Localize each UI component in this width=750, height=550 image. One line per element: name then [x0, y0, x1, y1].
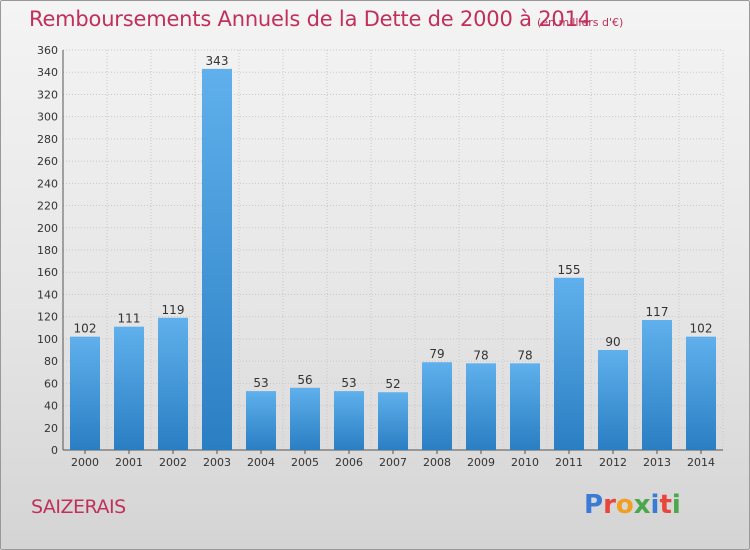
bar-value-label: 53 [341, 376, 356, 390]
y-tick-label: 100 [37, 333, 58, 346]
y-tick-label: 340 [37, 66, 58, 79]
y-tick-label: 160 [37, 266, 58, 279]
bar-value-label: 102 [74, 322, 97, 336]
town-name: SAIZERAIS [31, 496, 126, 518]
bar-value-label: 52 [385, 377, 400, 391]
y-tick-label: 140 [37, 288, 58, 301]
x-tick-label: 2004 [247, 456, 275, 469]
bar-value-label: 78 [473, 348, 488, 362]
logo-letter: o [615, 490, 634, 520]
y-tick-label: 260 [37, 155, 58, 168]
x-tick-label: 2005 [291, 456, 319, 469]
y-tick-label: 80 [44, 355, 58, 368]
logo-letter: i [671, 490, 681, 520]
bar [422, 362, 452, 450]
y-tick-label: 280 [37, 133, 58, 146]
logo-letter: x [633, 490, 651, 520]
bar-value-label: 102 [690, 322, 713, 336]
y-tick-label: 60 [44, 377, 58, 390]
bar-value-label: 119 [162, 303, 185, 317]
x-tick-label: 2010 [511, 456, 539, 469]
bar [510, 363, 540, 450]
x-tick-label: 2011 [555, 456, 583, 469]
labels: 0 20 40 60 80 100 120 140 160 180 200 220 240 260 280 3… [37, 44, 715, 469]
bar [246, 391, 276, 450]
x-tick-label: 2013 [643, 456, 671, 469]
bar-value-label: 111 [118, 312, 141, 326]
chart-title: Remboursements Annuels de la Dette de 20… [29, 7, 591, 31]
bar [598, 350, 628, 450]
logo-letter: P [584, 490, 604, 520]
chart-subtitle: (en milliers d'€) [537, 16, 624, 29]
x-tick-label: 2009 [467, 456, 495, 469]
y-tick-label: 120 [37, 311, 58, 324]
bar [378, 392, 408, 450]
bar [686, 336, 716, 450]
x-tick-label: 2012 [599, 456, 627, 469]
bar [466, 363, 496, 450]
y-tick-label: 40 [44, 400, 58, 413]
bar-value-label: 117 [646, 305, 669, 319]
y-tick-label: 300 [37, 111, 58, 124]
bar-value-label: 79 [429, 347, 444, 361]
x-tick-label: 2003 [203, 456, 231, 469]
x-tick-label: 2002 [159, 456, 187, 469]
bar [158, 317, 188, 450]
bar [554, 277, 584, 450]
bar-value-label: 90 [605, 335, 620, 349]
bar [202, 68, 232, 450]
bar [114, 326, 144, 450]
logo-letter: i [650, 490, 660, 520]
bar-value-label: 53 [253, 376, 268, 390]
proxiti-logo: Proxiti [584, 490, 681, 520]
y-tick-label: 220 [37, 200, 58, 213]
x-tick-label: 2014 [687, 456, 715, 469]
bar-value-label: 343 [206, 54, 229, 68]
y-tick-label: 320 [37, 88, 58, 101]
y-tick-label: 20 [44, 422, 58, 435]
bar [642, 320, 672, 450]
y-tick-label: 240 [37, 177, 58, 190]
y-tick-label: 180 [37, 244, 58, 257]
x-tick-label: 2000 [71, 456, 99, 469]
bar-value-label: 155 [558, 263, 581, 277]
logo-letter: t [659, 490, 672, 520]
x-tick-label: 2001 [115, 456, 143, 469]
bar [290, 387, 320, 450]
bar-value-label: 56 [297, 373, 312, 387]
bars [70, 68, 716, 450]
logo-letter: r [603, 490, 616, 520]
y-tick-label: 360 [37, 44, 58, 57]
x-tick-label: 2006 [335, 456, 363, 469]
y-tick-label: 200 [37, 222, 58, 235]
bar-value-label: 78 [517, 348, 532, 362]
x-tick-label: 2008 [423, 456, 451, 469]
bar [334, 391, 364, 450]
x-tick-label: 2007 [379, 456, 407, 469]
bar [70, 336, 100, 450]
y-tick-label: 0 [51, 444, 58, 457]
